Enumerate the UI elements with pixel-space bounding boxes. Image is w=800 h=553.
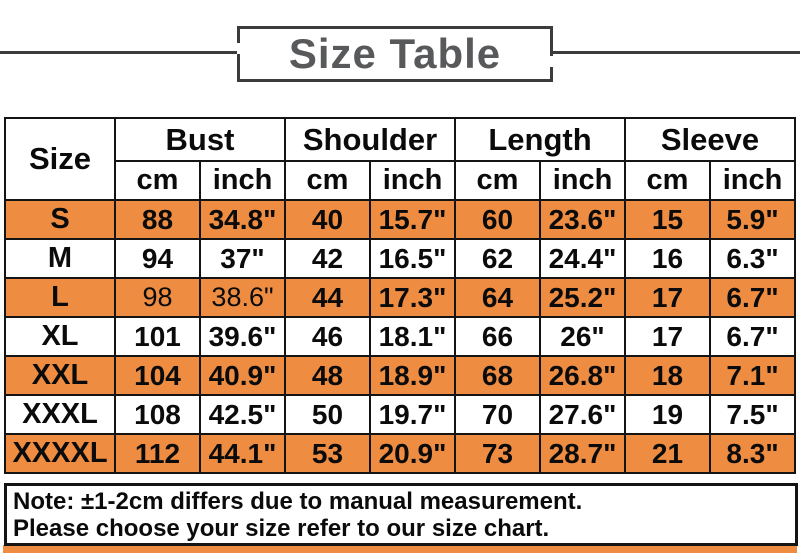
banner-notch-right (550, 56, 553, 67)
value-cell: 28.7" (539, 433, 626, 474)
table-row-xxxl: XXXL 108 42.5" 50 19.7" 70 27.6" 19 7.5" (4, 394, 796, 435)
banner-notch-left (237, 43, 240, 54)
value-cell: 20.9" (369, 433, 456, 474)
value-cell: 44.1" (199, 433, 286, 474)
value-cell: 108 (114, 394, 201, 435)
value-cell: 98 (114, 277, 201, 318)
value-cell: 38.6" (199, 277, 286, 318)
header-sleeve: Sleeve (624, 117, 796, 162)
value-cell: 8.3" (709, 433, 796, 474)
value-cell: 18 (624, 355, 711, 396)
value-cell: 40 (284, 199, 371, 240)
value-cell: 48 (284, 355, 371, 396)
value-cell: 26" (539, 316, 626, 357)
value-cell: 5.9" (709, 199, 796, 240)
size-cell-m: M (4, 238, 116, 279)
value-cell: 16 (624, 238, 711, 279)
value-cell: 68 (454, 355, 541, 396)
value-cell: 70 (454, 394, 541, 435)
value-cell: 94 (114, 238, 201, 279)
note-box: Note: ±1-2cm differs due to manual measu… (4, 483, 798, 546)
header-unit-cm-4: cm (454, 160, 541, 201)
header-bust: Bust (114, 117, 286, 162)
value-cell: 17 (624, 277, 711, 318)
value-cell: 46 (284, 316, 371, 357)
value-cell: 23.6" (539, 199, 626, 240)
header-length: Length (454, 117, 626, 162)
size-cell-l: L (4, 277, 116, 318)
size-cell-xxl: XXL (4, 355, 116, 396)
size-table: Size Bust Shoulder Length Sleeve cm inch c… (4, 117, 796, 474)
table-row-xl: XL 101 39.6" 46 18.1" 66 26" 17 6.7" (4, 316, 796, 357)
value-cell: 44 (284, 277, 371, 318)
banner-line-left (0, 51, 239, 54)
page-title: Size Table (288, 30, 502, 77)
header-unit-inch-5: inch (539, 160, 626, 201)
header-unit-inch-7: inch (709, 160, 796, 201)
table-row-xxl: XXL 104 40.9" 48 18.9" 68 26.8" 18 7.1" (4, 355, 796, 396)
value-cell: 42 (284, 238, 371, 279)
size-cell-xxxl: XXXL (4, 394, 116, 435)
size-cell-xxxxl: XXXXL (4, 433, 116, 474)
table-header-units: cm inch cm inch cm inch cm inch (5, 160, 796, 201)
value-cell: 19.7" (369, 394, 456, 435)
value-cell: 66 (454, 316, 541, 357)
value-cell: 21 (624, 433, 711, 474)
value-cell: 19 (624, 394, 711, 435)
header-unit-cm-6: cm (624, 160, 711, 201)
value-cell: 34.8" (199, 199, 286, 240)
header-unit-cm-0: cm (114, 160, 201, 201)
value-cell: 62 (454, 238, 541, 279)
table-row-xxxxl: XXXXL 112 44.1" 53 20.9" 73 28.7" 21 8.3" (4, 433, 796, 474)
value-cell: 112 (114, 433, 201, 474)
banner-line-right (551, 51, 800, 54)
size-cell-xl: XL (4, 316, 116, 357)
value-cell: 37" (199, 238, 286, 279)
table-row-l: L 98 38.6" 44 17.3" 64 25.2" 17 6.7" (4, 277, 796, 318)
value-cell: 15 (624, 199, 711, 240)
size-cell-s: S (4, 199, 116, 240)
value-cell: 64 (454, 277, 541, 318)
value-cell: 18.1" (369, 316, 456, 357)
value-cell: 50 (284, 394, 371, 435)
header-unit-inch-1: inch (199, 160, 286, 201)
value-cell: 26.8" (539, 355, 626, 396)
value-cell: 40.9" (199, 355, 286, 396)
value-cell: 18.9" (369, 355, 456, 396)
value-cell: 53 (284, 433, 371, 474)
value-cell: 17 (624, 316, 711, 357)
value-cell: 73 (454, 433, 541, 474)
title-banner: Size Table (237, 26, 553, 82)
value-cell: 104 (114, 355, 201, 396)
note-line-choose-size: Please choose your size refer to our siz… (13, 515, 550, 542)
header-size: Size (4, 117, 116, 201)
value-cell: 88 (114, 199, 201, 240)
value-cell: 39.6" (199, 316, 286, 357)
value-cell: 25.2" (539, 277, 626, 318)
table-row-s: S 88 34.8" 40 15.7" 60 23.6" 15 5.9" (4, 199, 796, 240)
value-cell: 6.3" (709, 238, 796, 279)
header-shoulder: Shoulder (284, 117, 456, 162)
header-unit-cm-2: cm (284, 160, 371, 201)
value-cell: 7.1" (709, 355, 796, 396)
value-cell: 24.4" (539, 238, 626, 279)
value-cell: 27.6" (539, 394, 626, 435)
value-cell: 7.5" (709, 394, 796, 435)
note-line-measurement: Note: ±1-2cm differs due to manual measu… (13, 488, 583, 515)
value-cell: 42.5" (199, 394, 286, 435)
value-cell: 6.7" (709, 277, 796, 318)
value-cell: 101 (114, 316, 201, 357)
value-cell: 17.3" (369, 277, 456, 318)
value-cell: 16.5" (369, 238, 456, 279)
header-unit-inch-3: inch (369, 160, 456, 201)
bottom-orange-strip (3, 545, 797, 553)
value-cell: 15.7" (369, 199, 456, 240)
value-cell: 6.7" (709, 316, 796, 357)
table-row-m: M 94 37" 42 16.5" 62 24.4" 16 6.3" (4, 238, 796, 279)
value-cell: 60 (454, 199, 541, 240)
table-header-groups: Size Bust Shoulder Length Sleeve (4, 117, 796, 201)
